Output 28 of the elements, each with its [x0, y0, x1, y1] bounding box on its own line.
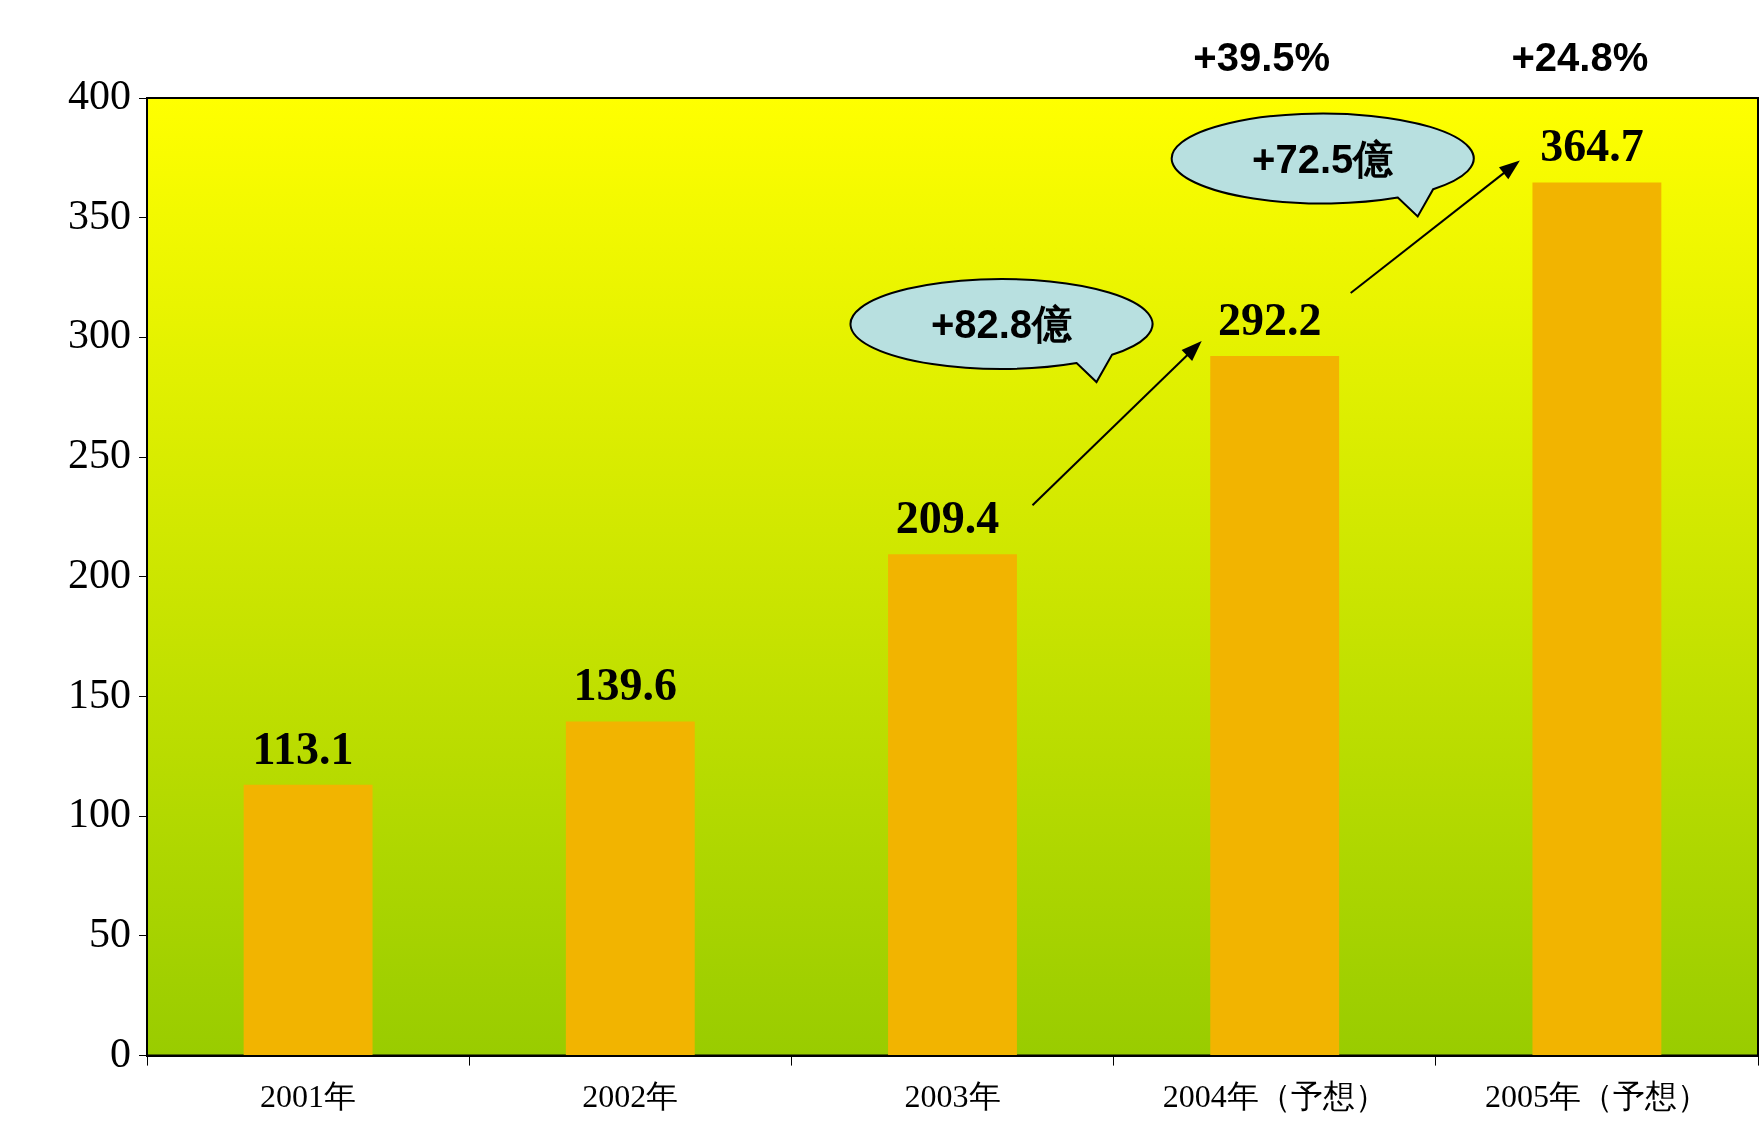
x-tick-label: 2004年（予想） [1162, 1078, 1387, 1115]
y-tick-label: 100 [68, 790, 131, 837]
bar [888, 554, 1017, 1056]
data-label: 364.7 [1540, 120, 1644, 172]
data-label: 292.2 [1217, 293, 1322, 345]
annotation: +82.8億 [930, 302, 1074, 347]
text: +39.5% [1193, 35, 1331, 80]
bar [1210, 356, 1340, 1056]
y-tick-label: 0 [110, 1029, 131, 1076]
y-tick-label: 250 [68, 431, 131, 478]
annotation: +72.5億 [1252, 136, 1395, 181]
data-label: 139.6 [573, 659, 678, 711]
x-tick-label: 2003年 [904, 1078, 1001, 1115]
bar [1532, 182, 1662, 1056]
x-tick-label: 2001年 [260, 1078, 357, 1115]
y-tick-label: 300 [68, 311, 131, 358]
text: +24.8% [1511, 35, 1649, 80]
x-tick-label: 2002年 [582, 1078, 679, 1115]
y-tick-label: 350 [68, 191, 131, 238]
y-tick-label: 150 [68, 670, 131, 717]
data-label: 113.1 [252, 722, 354, 774]
y-tick-label: 50 [89, 909, 131, 956]
bar [243, 784, 373, 1056]
y-tick-label: 200 [68, 550, 131, 597]
x-tick-label: 2005年（予想） [1484, 1078, 1709, 1115]
data-label: 209.4 [895, 492, 1000, 544]
y-tick-label: 400 [68, 72, 131, 119]
bar [565, 721, 695, 1056]
